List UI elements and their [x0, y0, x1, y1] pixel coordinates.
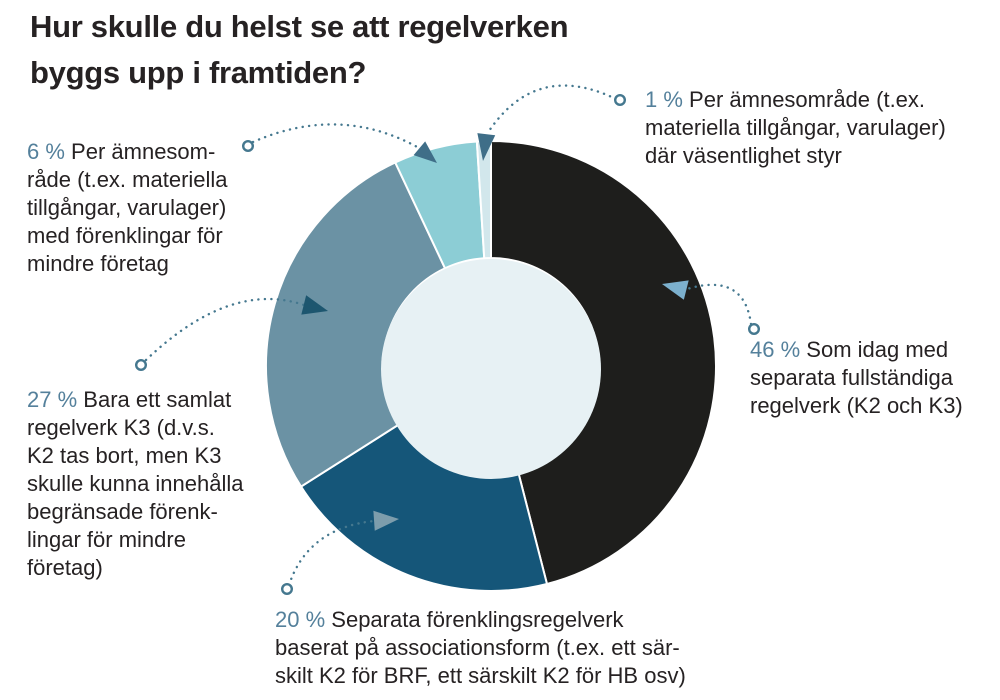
arrowhead-icon-s6 [413, 141, 437, 163]
arrowhead-icon-s27 [301, 295, 328, 315]
callout-label: Separata förenklingsregelverk baserat på… [275, 607, 686, 688]
callout-1-percent: 1 % Per ämnesområde (t.ex. materiella ti… [645, 86, 1000, 170]
connector-endpoint-circle-s46 [748, 323, 761, 336]
chart-title: Hur skulle du helst se att regelverken b… [30, 9, 569, 90]
callout-percent-value: 1 % [645, 87, 683, 112]
connector-endpoint-circle-s20 [281, 583, 294, 596]
callout-connector-s27 [144, 297, 306, 362]
callout-percent-value: 27 % [27, 387, 78, 412]
callout-6-percent: 6 % Per ämnesom- råde (t.ex. materiella … [27, 138, 277, 278]
arrowhead-icon-s46 [662, 280, 689, 300]
arrowhead-icon-s20 [373, 510, 399, 531]
callout-20-percent: 20 % Separata förenklingsregelverk baser… [275, 606, 755, 690]
callout-connector-s20 [287, 519, 376, 587]
callout-label: Per ämnesområde (t.ex. materiella tillgå… [645, 87, 946, 168]
connector-endpoint-circle-s27 [134, 359, 147, 372]
arrowhead-icon-s1 [477, 133, 496, 161]
callout-connector-s1 [485, 84, 618, 136]
callout-percent-value: 20 % [275, 607, 326, 632]
callout-label: Bara ett samlat regelverk K3 (d.v.s. K2 … [27, 387, 244, 580]
callout-percent-value: 46 % [750, 337, 801, 362]
callout-27-percent: 27 % Bara ett samlat regelverk K3 (d.v.s… [27, 386, 277, 582]
callout-connector-s6 [251, 123, 421, 150]
connector-endpoint-circle-s6 [241, 139, 254, 152]
callout-46-percent: 46 % Som idag med separata fullständiga … [750, 336, 1000, 420]
callout-label: Per ämnesom- råde (t.ex. materiella till… [27, 139, 228, 276]
connector-endpoint-circle-s1 [614, 93, 627, 106]
donut-hole [381, 259, 601, 479]
callout-percent-value: 6 % [27, 139, 65, 164]
callout-label: Som idag med separata fullständiga regel… [750, 337, 963, 418]
